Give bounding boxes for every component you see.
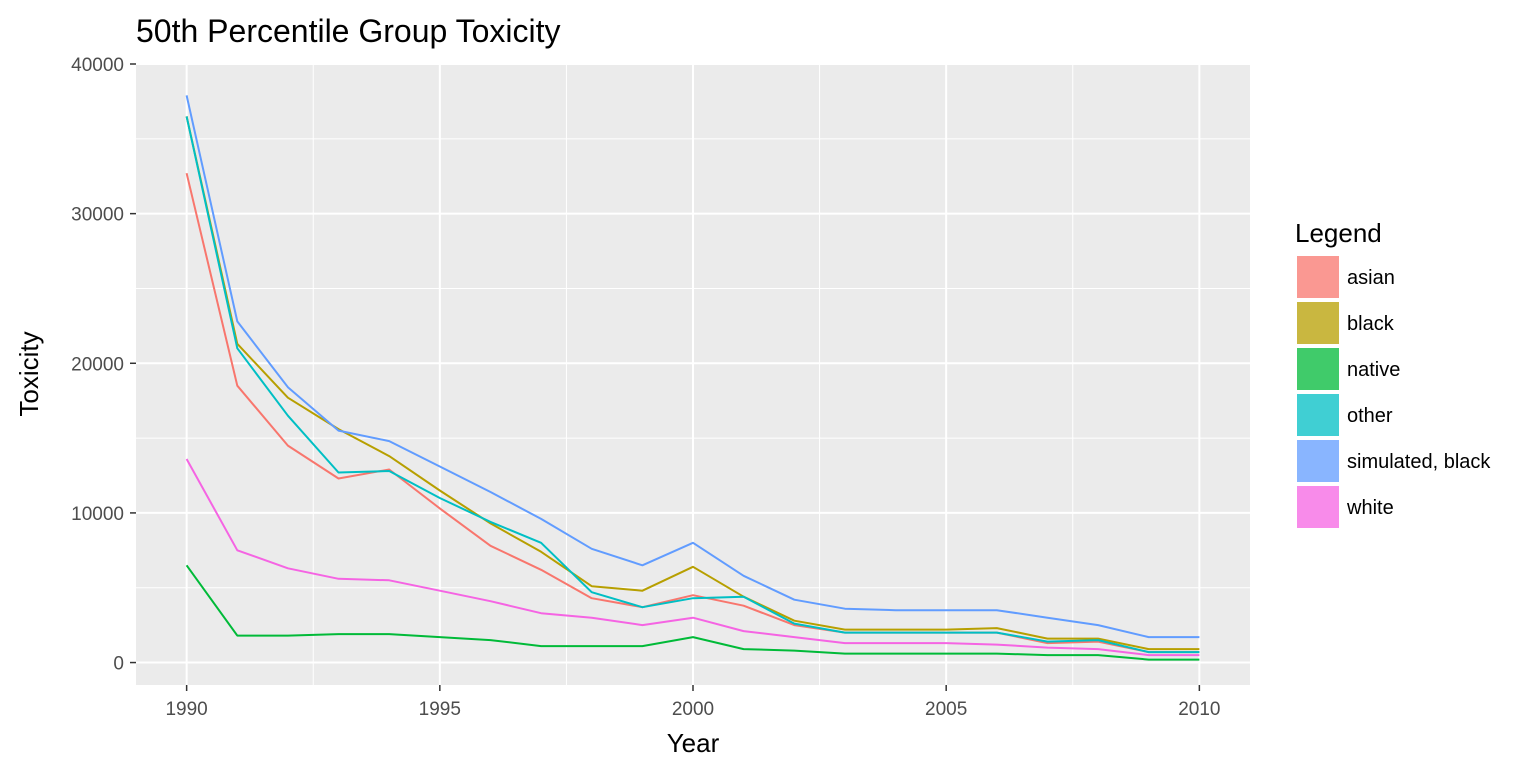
y-axis-title: Toxicity <box>14 331 44 416</box>
legend-label-native: native <box>1347 359 1400 381</box>
x-tick-label: 1995 <box>419 699 461 720</box>
legend-key-white <box>1297 486 1339 528</box>
chart-title: 50th Percentile Group Toxicity <box>136 13 561 49</box>
x-tick-label: 2010 <box>1178 699 1220 720</box>
series-line-white <box>185 458 1200 657</box>
legend-label-asian: asian <box>1347 267 1395 289</box>
x-tick-label: 1990 <box>165 699 207 720</box>
legend-label-black: black <box>1347 313 1395 335</box>
series-lines <box>185 95 1200 661</box>
legend-label-white: white <box>1346 497 1394 519</box>
y-tick-label: 20000 <box>71 354 124 375</box>
y-tick-label: 0 <box>113 654 124 675</box>
legend-items: asian black native other simulated, black whi… <box>1297 256 1491 528</box>
y-tick-label: 30000 <box>71 205 124 226</box>
legend-key-other <box>1297 394 1339 436</box>
legend-key-black <box>1297 302 1339 344</box>
grid-major <box>136 63 1250 685</box>
x-axis: 1990 1995 2000 2005 2010 <box>165 685 1221 720</box>
legend-key-native <box>1297 348 1339 390</box>
x-axis-title: Year <box>667 728 720 758</box>
x-tick-label: 2005 <box>925 699 967 720</box>
y-tick-label: 10000 <box>71 504 124 525</box>
legend: Legend asian black native other simulated, b… <box>1295 218 1491 528</box>
legend-key-asian <box>1297 256 1339 298</box>
legend-title: Legend <box>1295 218 1382 248</box>
legend-key-simulated-black <box>1297 440 1339 482</box>
series-line-simulated-black <box>185 95 1200 639</box>
y-axis: 0 10000 20000 30000 40000 <box>71 55 136 675</box>
series-line-native <box>185 564 1200 661</box>
x-tick-label: 2000 <box>672 699 714 720</box>
series-line-other <box>185 116 1200 654</box>
legend-label-simulated-black: simulated, black <box>1347 451 1491 473</box>
legend-label-other: other <box>1347 405 1393 427</box>
series-line-black <box>185 116 1200 651</box>
y-tick-label: 40000 <box>71 55 124 76</box>
